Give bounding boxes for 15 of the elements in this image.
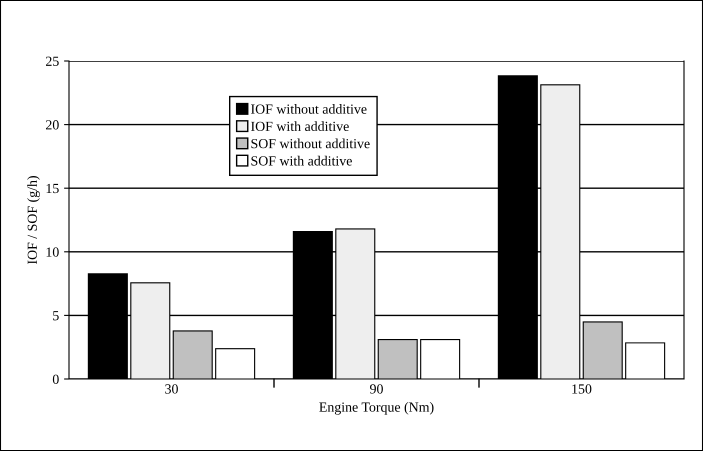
y-tick-label: 15 bbox=[46, 184, 59, 194]
x-tick-label: 90 bbox=[370, 384, 383, 394]
x-tick-label: 150 bbox=[572, 384, 592, 394]
y-tick-label: 20 bbox=[46, 120, 59, 130]
x-axis-title: Engine Torque (Nm) bbox=[319, 402, 434, 415]
y-tick-label: 25 bbox=[46, 56, 59, 66]
y-tick-label: 5 bbox=[53, 311, 59, 320]
legend-label: IOF with additive bbox=[251, 121, 349, 132]
y-tick-label: 0 bbox=[52, 374, 59, 384]
legend-label: SOF with additive bbox=[251, 156, 352, 166]
y-axis-title: IOF / SOF (g/h) bbox=[27, 176, 40, 264]
legend-label: SOF without additive bbox=[251, 138, 370, 148]
x-tick-label: 30 bbox=[165, 384, 178, 394]
legend-label: IOF without additive bbox=[251, 104, 367, 114]
y-tick-label: 10 bbox=[46, 247, 59, 257]
